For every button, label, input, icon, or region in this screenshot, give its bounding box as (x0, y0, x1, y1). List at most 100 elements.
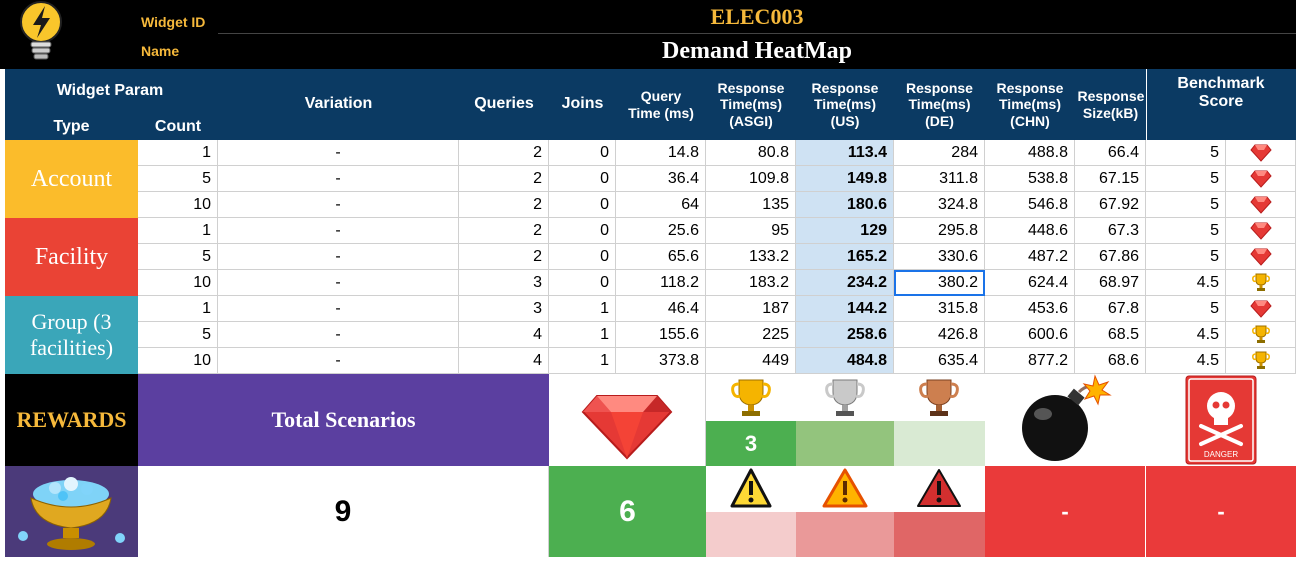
cell-score[interactable]: 5 (1146, 166, 1226, 192)
cell-queries[interactable]: 2 (459, 140, 549, 166)
cell-joins[interactable]: 1 (549, 348, 616, 374)
cell-qt[interactable]: 14.8 (616, 140, 706, 166)
cell-count[interactable]: 5 (138, 322, 218, 348)
cell-asgi[interactable]: 135 (706, 192, 796, 218)
cell-joins[interactable]: 0 (549, 192, 616, 218)
cell-count[interactable]: 1 (138, 218, 218, 244)
cell-de[interactable]: 635.4 (894, 348, 985, 374)
cell-asgi[interactable]: 183.2 (706, 270, 796, 296)
cell-de[interactable]: 426.8 (894, 322, 985, 348)
cell-joins[interactable]: 0 (549, 218, 616, 244)
cell-asgi[interactable]: 80.8 (706, 140, 796, 166)
cell-us[interactable]: 149.8 (796, 166, 894, 192)
cell-score[interactable]: 5 (1146, 140, 1226, 166)
cell-asgi[interactable]: 225 (706, 322, 796, 348)
cell-chn[interactable]: 546.8 (985, 192, 1075, 218)
cell-joins[interactable]: 1 (549, 322, 616, 348)
cell-us[interactable]: 113.4 (796, 140, 894, 166)
cell-size[interactable]: 68.6 (1075, 348, 1146, 374)
cell-score[interactable]: 4.5 (1146, 270, 1226, 296)
cell-joins[interactable]: 0 (549, 140, 616, 166)
cell-count[interactable]: 5 (138, 244, 218, 270)
cell-joins[interactable]: 0 (549, 270, 616, 296)
cell-queries[interactable]: 3 (459, 296, 549, 322)
cell-variation[interactable]: - (218, 166, 459, 192)
cell-qt[interactable]: 64 (616, 192, 706, 218)
cell-size[interactable]: 67.86 (1075, 244, 1146, 270)
cell-asgi[interactable]: 109.8 (706, 166, 796, 192)
cell-count[interactable]: 1 (138, 296, 218, 322)
cell-de[interactable]: 324.8 (894, 192, 985, 218)
cell-qt[interactable]: 46.4 (616, 296, 706, 322)
cell-score[interactable]: 5 (1146, 296, 1226, 322)
cell-variation[interactable]: - (218, 244, 459, 270)
cell-size[interactable]: 67.3 (1075, 218, 1146, 244)
cell-us[interactable]: 484.8 (796, 348, 894, 374)
cell-de[interactable]: 284 (894, 140, 985, 166)
cell-count[interactable]: 5 (138, 166, 218, 192)
cell-size[interactable]: 67.92 (1075, 192, 1146, 218)
cell-queries[interactable]: 3 (459, 270, 549, 296)
cell-count[interactable]: 10 (138, 192, 218, 218)
cell-asgi[interactable]: 449 (706, 348, 796, 374)
cell-chn[interactable]: 600.6 (985, 322, 1075, 348)
cell-us[interactable]: 258.6 (796, 322, 894, 348)
cell-us[interactable]: 144.2 (796, 296, 894, 322)
cell-qt[interactable]: 36.4 (616, 166, 706, 192)
cell-us[interactable]: 180.6 (796, 192, 894, 218)
cell-variation[interactable]: - (218, 348, 459, 374)
cell-de[interactable]: 330.6 (894, 244, 985, 270)
cell-joins[interactable]: 0 (549, 244, 616, 270)
cell-qt[interactable]: 373.8 (616, 348, 706, 374)
cell-de[interactable]: 295.8 (894, 218, 985, 244)
cell-us[interactable]: 234.2 (796, 270, 894, 296)
cell-count[interactable]: 10 (138, 348, 218, 374)
cell-variation[interactable]: - (218, 322, 459, 348)
cell-score[interactable]: 4.5 (1146, 348, 1226, 374)
cell-variation[interactable]: - (218, 140, 459, 166)
cell-score[interactable]: 5 (1146, 244, 1226, 270)
cell-chn[interactable]: 488.8 (985, 140, 1075, 166)
cell-chn[interactable]: 538.8 (985, 166, 1075, 192)
cell-variation[interactable]: - (218, 192, 459, 218)
cell-count[interactable]: 10 (138, 270, 218, 296)
cell-queries[interactable]: 2 (459, 244, 549, 270)
cell-qt[interactable]: 25.6 (616, 218, 706, 244)
cell-size[interactable]: 67.15 (1075, 166, 1146, 192)
cell-queries[interactable]: 4 (459, 322, 549, 348)
cell-chn[interactable]: 624.4 (985, 270, 1075, 296)
cell-asgi[interactable]: 187 (706, 296, 796, 322)
cell-score[interactable]: 5 (1146, 192, 1226, 218)
cell-queries[interactable]: 2 (459, 166, 549, 192)
cell-size[interactable]: 67.8 (1075, 296, 1146, 322)
cell-size[interactable]: 66.4 (1075, 140, 1146, 166)
cell-us[interactable]: 129 (796, 218, 894, 244)
cell-joins[interactable]: 0 (549, 166, 616, 192)
cell-variation[interactable]: - (218, 296, 459, 322)
cell-qt[interactable]: 65.6 (616, 244, 706, 270)
cell-chn[interactable]: 877.2 (985, 348, 1075, 374)
cell-variation[interactable]: - (218, 218, 459, 244)
cell-asgi[interactable]: 95 (706, 218, 796, 244)
cell-variation[interactable]: - (218, 270, 459, 296)
cell-score[interactable]: 5 (1146, 218, 1226, 244)
cell-count[interactable]: 1 (138, 140, 218, 166)
cell-qt[interactable]: 118.2 (616, 270, 706, 296)
cell-size[interactable]: 68.97 (1075, 270, 1146, 296)
gold-trophy-icon (1226, 322, 1296, 348)
cell-chn[interactable]: 453.6 (985, 296, 1075, 322)
cell-size[interactable]: 68.5 (1075, 322, 1146, 348)
cell-score[interactable]: 4.5 (1146, 322, 1226, 348)
cell-asgi[interactable]: 133.2 (706, 244, 796, 270)
cell-de[interactable]: 315.8 (894, 296, 985, 322)
cell-joins[interactable]: 1 (549, 296, 616, 322)
cell-queries[interactable]: 4 (459, 348, 549, 374)
cell-de[interactable]: 380.2 (894, 270, 985, 296)
cell-chn[interactable]: 448.6 (985, 218, 1075, 244)
cell-chn[interactable]: 487.2 (985, 244, 1075, 270)
cell-us[interactable]: 165.2 (796, 244, 894, 270)
cell-de[interactable]: 311.8 (894, 166, 985, 192)
cell-queries[interactable]: 2 (459, 218, 549, 244)
cell-qt[interactable]: 155.6 (616, 322, 706, 348)
cell-queries[interactable]: 2 (459, 192, 549, 218)
